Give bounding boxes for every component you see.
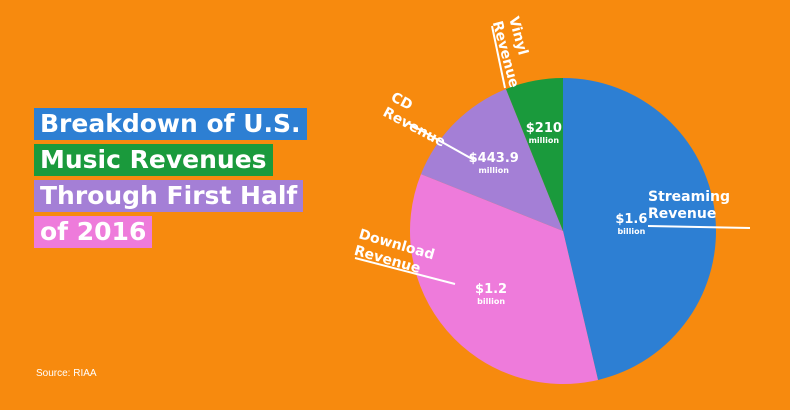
pie-slice-4: [505, 78, 563, 231]
chart-title: Breakdown of U.S. Music Revenues Through…: [34, 108, 307, 252]
slice-name-label-1: Streaming Revenue: [648, 189, 730, 222]
slice-leader-line-4: [491, 25, 506, 89]
slice-unit-label-1: billion: [617, 227, 645, 236]
title-line-3: Through First Half: [34, 180, 304, 212]
slice-unit-label-3: million: [478, 166, 509, 175]
slice-unit-label-2: billion: [477, 297, 505, 306]
slice-leader-line-3: [407, 122, 475, 161]
pie-slice-1: [563, 78, 716, 380]
slice-unit-label-4: million: [529, 136, 560, 145]
pie-slice-3: [420, 89, 563, 231]
slice-leader-line-2: [354, 257, 456, 285]
slice-value-label-2: $1.2: [475, 282, 507, 297]
title-line-2: Music Revenues: [34, 144, 273, 176]
slice-value-label-4: $210: [526, 121, 562, 136]
title-line-4: of 2016: [34, 216, 153, 248]
slice-value-label-3: $443.9: [469, 151, 519, 166]
slice-value-label-1: $1.6: [615, 212, 647, 227]
source-note: Source: RIAA: [36, 368, 97, 379]
pie-slice-2: [410, 174, 599, 384]
slice-leader-line-1: [647, 225, 751, 229]
slice-name-label-3: CDRevenue: [380, 89, 456, 150]
title-line-1: Breakdown of U.S.: [34, 108, 307, 140]
slice-name-label-4: VinylRevenue: [489, 15, 539, 90]
